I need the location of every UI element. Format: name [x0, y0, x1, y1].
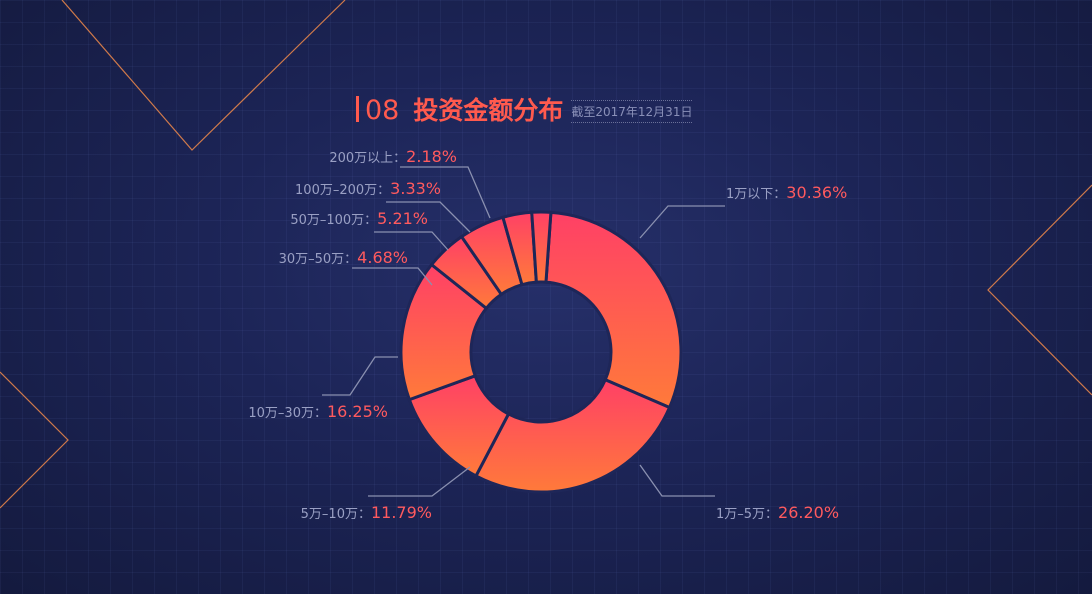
slice-label: 1万–5万：26.20%	[716, 503, 839, 522]
slice-label-value: 30.36%	[786, 183, 847, 202]
slice-label-value: 2.18%	[406, 147, 457, 166]
leader-line	[352, 267, 433, 286]
leader-line	[386, 201, 471, 233]
slice-label-name: 50万–100万：	[290, 213, 377, 228]
leader-line	[639, 464, 715, 497]
leader-lines	[322, 166, 725, 497]
donut-slice	[473, 377, 672, 494]
slice-label-name: 200万以上：	[329, 151, 406, 166]
title-text: 投资金额分布	[413, 96, 564, 125]
slice-label: 5万–10万：11.79%	[301, 503, 432, 522]
donut-slices	[399, 210, 683, 494]
slice-labels: 1万以下：30.36% 1万–5万：26.20% 5万–10万：11.79% 10万–…	[248, 147, 847, 522]
slice-label: 100万–200万：3.33%	[295, 179, 441, 198]
slice-label-name: 30万–50万：	[279, 252, 358, 267]
leader-line	[639, 205, 725, 239]
title-number: 08	[365, 95, 400, 126]
title-accent-bar	[356, 96, 359, 122]
slice-label-value: 3.33%	[390, 179, 441, 198]
donut-slice	[530, 210, 553, 284]
slice-label-value: 5.21%	[377, 209, 428, 228]
slice-label-value: 16.25%	[327, 402, 388, 421]
slice-label: 1万以下：30.36%	[726, 183, 847, 202]
donut-slice	[544, 210, 683, 410]
slice-label-name: 100万–200万：	[295, 183, 390, 198]
slice-label-name: 1万–5万：	[716, 507, 778, 522]
slice-label-name: 5万–10万：	[301, 507, 371, 522]
slice-label-value: 11.79%	[371, 503, 432, 522]
slice-label-name: 10万–30万：	[248, 406, 327, 421]
slice-label: 50万–100万：5.21%	[290, 209, 428, 228]
leader-line	[322, 356, 398, 396]
leader-line	[400, 166, 491, 219]
title-date: 截至2017年12月31日	[571, 100, 693, 123]
leader-line	[374, 231, 449, 251]
slice-label-value: 4.68%	[357, 248, 408, 267]
chart-title: 08 投资金额分布 截至2017年12月31日	[356, 88, 693, 128]
slice-label-name: 1万以下：	[726, 187, 786, 202]
slice-label: 10万–30万：16.25%	[248, 402, 388, 421]
slice-label: 200万以上：2.18%	[329, 147, 457, 166]
slice-label: 30万–50万：4.68%	[279, 248, 408, 267]
slice-label-value: 26.20%	[778, 503, 839, 522]
leader-line	[368, 466, 471, 497]
